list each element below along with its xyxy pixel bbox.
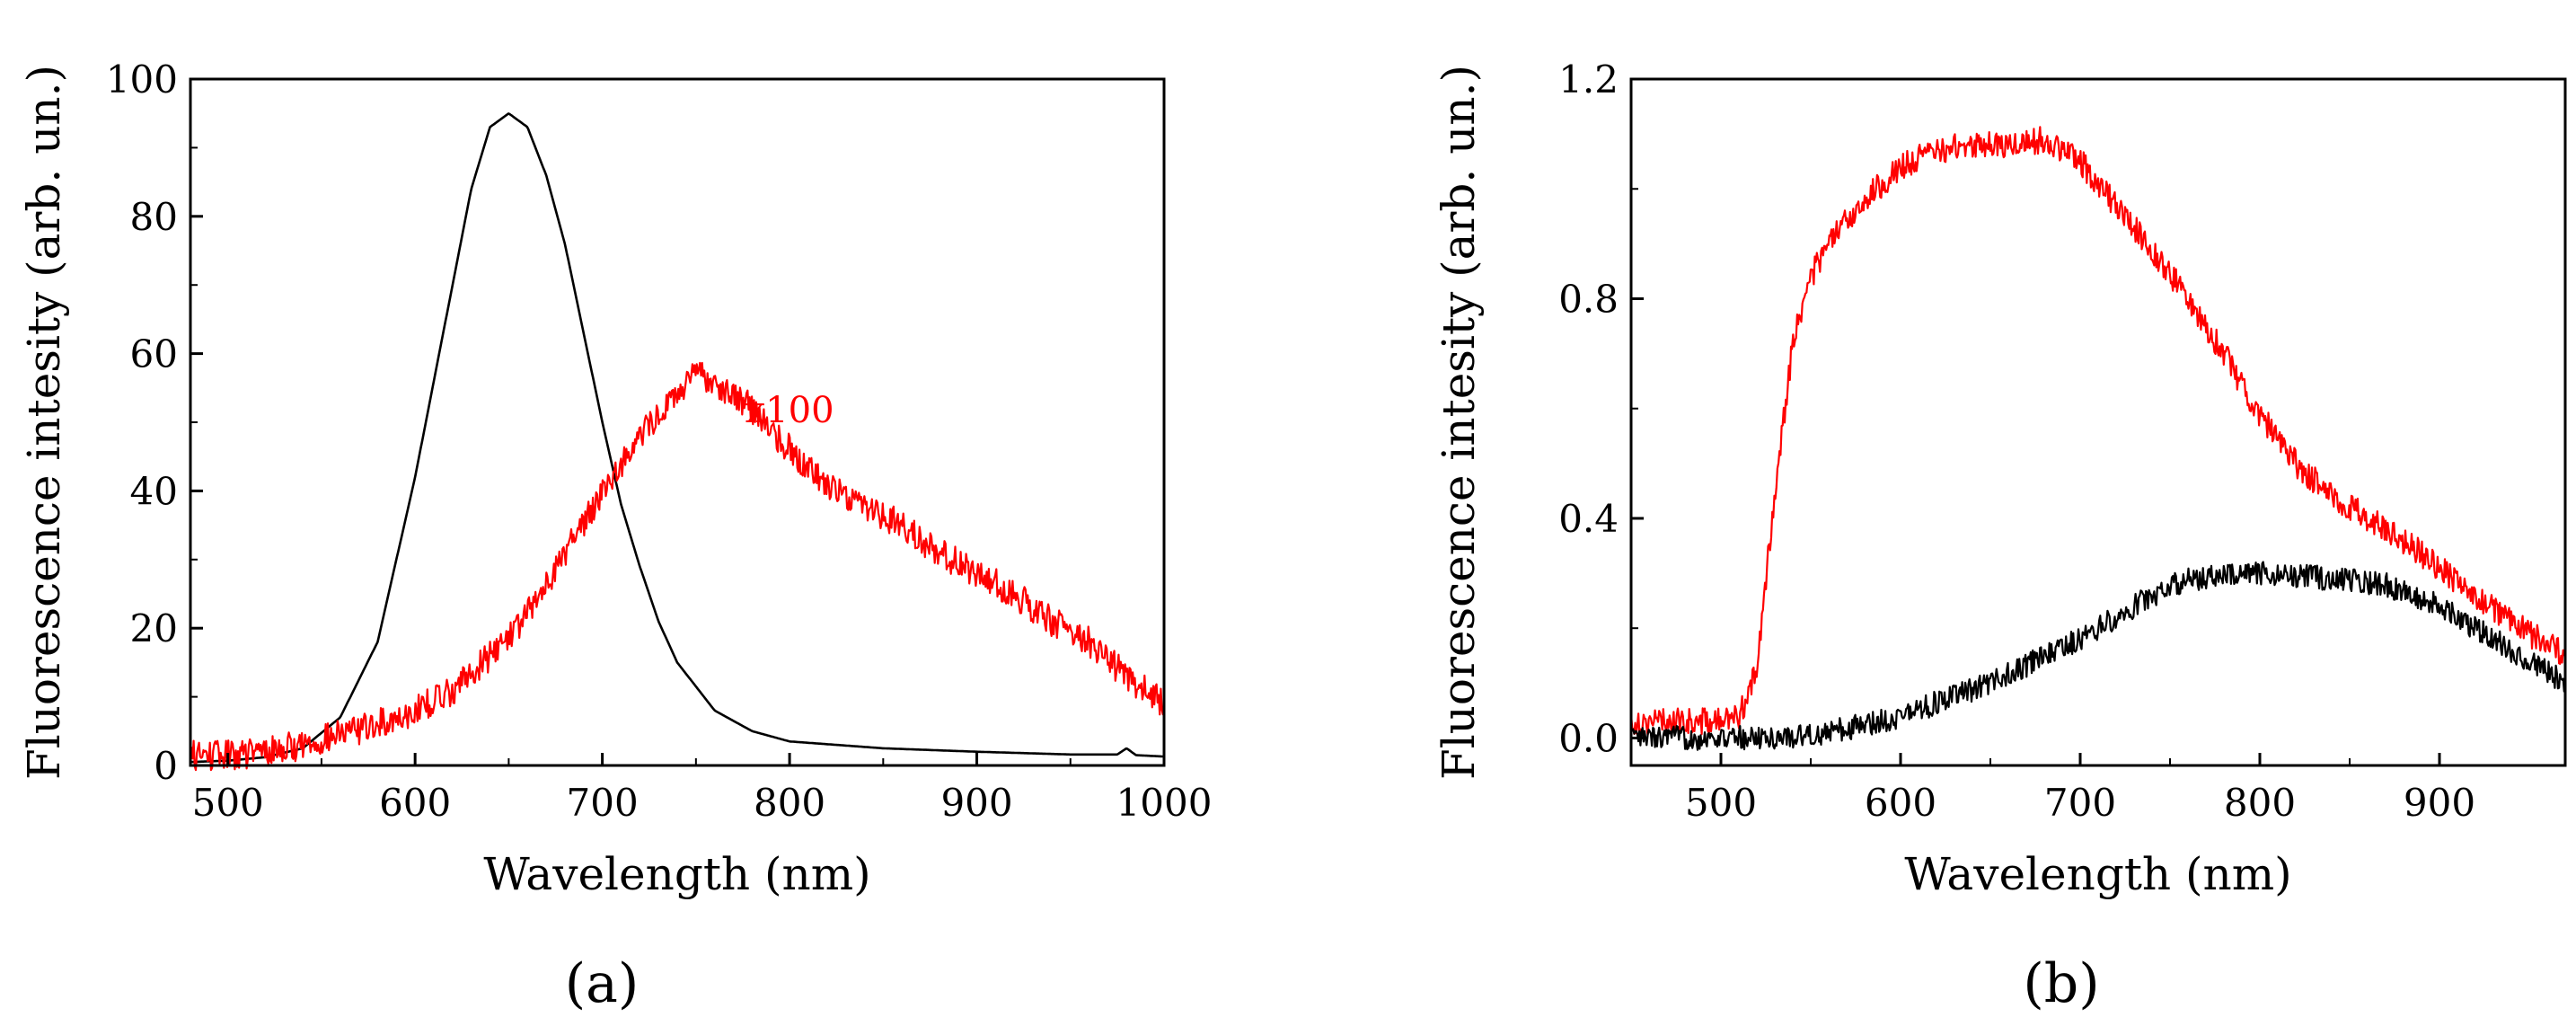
panel-b-ticks [1631,77,2441,765]
panel-b-y-tick-label: 0.0 [1558,716,1619,760]
panel-a-y-tick-label: 40 [130,469,178,513]
panel-a-y-tick-label: 0 [154,744,178,788]
panel-b-label: (b) [2023,952,2099,1015]
panel-b-x-tick-label: 900 [2404,781,2475,825]
panel-b-series-ff0000-line [1629,126,2567,737]
panel-a-x-tick-label: 600 [379,781,451,825]
panel-a-series-group [190,112,1165,772]
panel-a-y-tick-label: 100 [106,57,178,102]
panel-b-x-tick-label: 600 [1865,781,1936,825]
panel-b-plot-frame [1629,77,2567,767]
panel-a-x-axis-title: Wavelength (nm) [483,848,870,900]
panel-a-series-000000-line [190,112,1165,764]
panel-a-plot-frame [189,77,1166,767]
panel-b-x-tick-label: 700 [2044,781,2116,825]
panel-b-x-tick-label: 800 [2224,781,2296,825]
panel-a-x-tick-label: 900 [940,781,1012,825]
panel-a-y-tick-label: 80 [130,195,178,239]
panel-a-annotation-x100: x100 [745,390,834,431]
panel-b-y-tick-label: 0.4 [1558,497,1619,541]
panel-a-label: (a) [565,952,640,1015]
panel-a-x-tick-label: 800 [754,781,825,825]
panel-a-tick-labels: 500 600 700 800 900 1000 0 20 40 60 80 100 [106,57,1213,825]
panel-b-y-tick-label: 1.2 [1558,57,1619,102]
panel-b-tick-labels: 500 600 700 800 900 0.0 0.4 0.8 1.2 [1558,57,2475,825]
chart-panel-b: 500 600 700 800 900 0.0 0.4 0.8 1.2 Wavelength (… [1433,57,2567,1015]
panel-b-y-tick-label: 0.8 [1558,277,1619,321]
panel-a-x-tick-label: 1000 [1116,781,1213,825]
panel-a-x-tick-label: 700 [567,781,639,825]
panel-b-series-000000-line [1630,561,2567,751]
panel-a-y-tick-label: 20 [130,606,178,650]
panel-a-y-tick-label: 60 [130,332,178,376]
panel-b-x-axis-title: Wavelength (nm) [1904,848,2291,900]
panel-b-x-tick-label: 500 [1685,781,1757,825]
panel-a-x-tick-label: 500 [192,781,264,825]
panel-a-y-axis-title: Fluorescence intesity (arb. un.) [18,65,70,780]
panel-a-series-ff0000-line [190,361,1165,772]
panel-b-y-axis-title: Fluorescence intesity (arb. un.) [1433,65,1485,780]
chart-panel-a: 500 600 700 800 900 1000 0 20 40 60 80 100 x100 Wav… [18,57,1212,1015]
panel-b-series-group [1629,126,2567,751]
